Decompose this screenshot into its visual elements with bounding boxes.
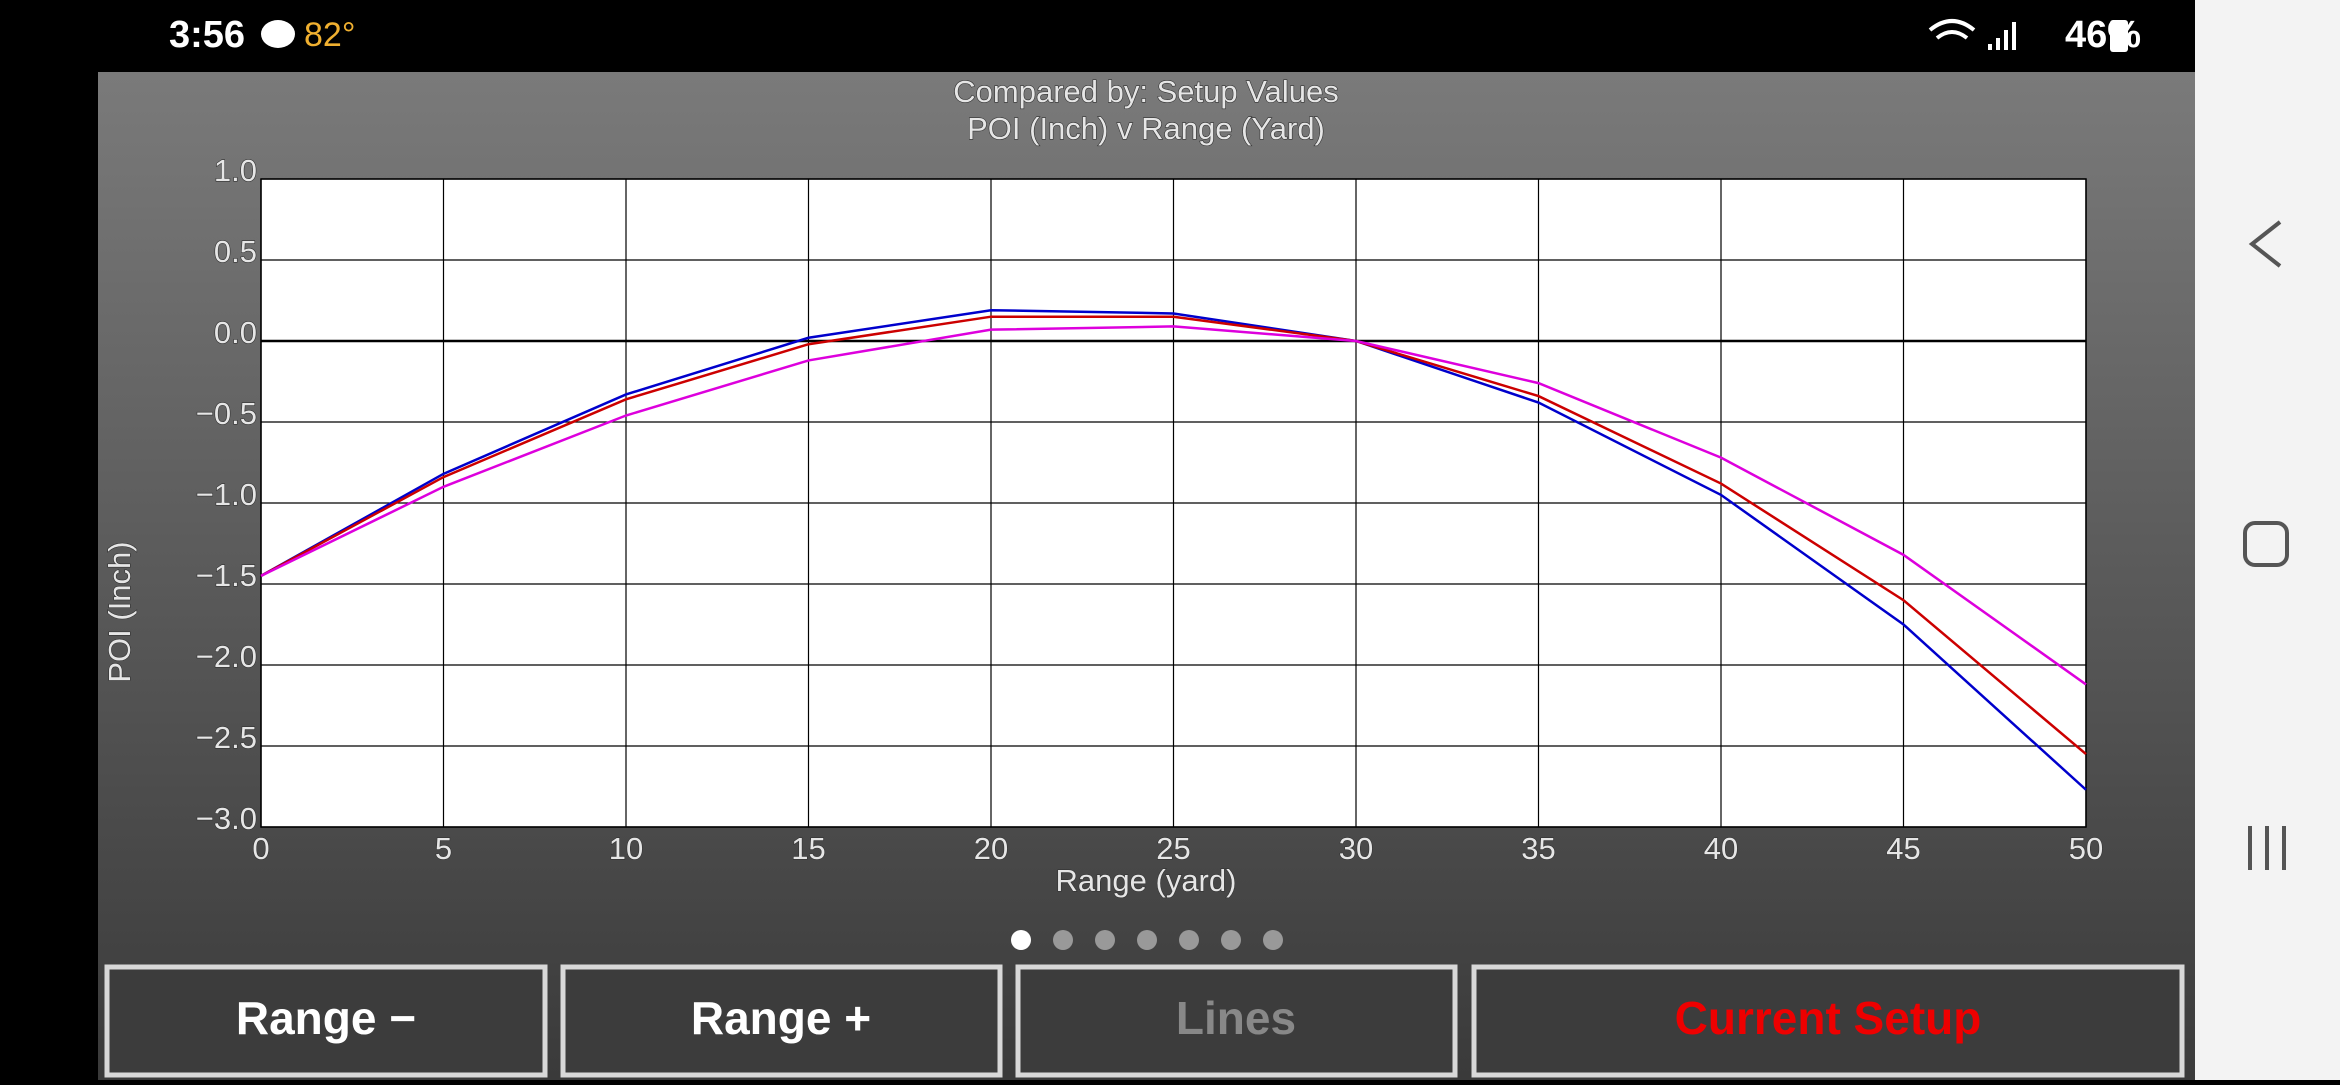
- y-tick-label: −2.5: [196, 720, 257, 755]
- message-icon: [261, 20, 295, 48]
- recents-button[interactable]: [2248, 826, 2286, 870]
- x-tick-label: 0: [252, 831, 269, 866]
- y-tick-label: −3.0: [196, 801, 257, 836]
- button-label: Range −: [236, 992, 416, 1044]
- current-setup-button[interactable]: Current Setup: [1471, 964, 2185, 1078]
- button-label: Lines: [1176, 992, 1296, 1044]
- x-tick-label: 10: [609, 831, 643, 866]
- range-minus-button[interactable]: Range −: [104, 964, 548, 1078]
- status-battery: 46%: [2065, 14, 2141, 56]
- x-axis-label: Range (yard): [1056, 863, 1237, 898]
- chart-subtitle: POI (Inch) v Range (Yard): [967, 111, 1325, 146]
- x-tick-label: 50: [2069, 831, 2103, 866]
- signal-icon: [1988, 22, 2016, 50]
- y-axis-label: POI (Inch): [102, 541, 137, 682]
- y-tick-label: −1.5: [196, 558, 257, 593]
- y-tick-label: −2.0: [196, 639, 257, 674]
- page-indicator: [1011, 930, 1283, 950]
- y-tick-label: 0.0: [214, 315, 257, 350]
- chart-title: Compared by: Setup Values: [953, 74, 1338, 109]
- y-tick-label: 0.5: [214, 234, 257, 269]
- status-time: 3:56: [169, 14, 245, 56]
- x-tick-label: 40: [1704, 831, 1738, 866]
- x-tick-label: 30: [1339, 831, 1373, 866]
- back-button[interactable]: [2248, 220, 2282, 268]
- range-plus-button[interactable]: Range +: [560, 964, 1003, 1078]
- series-line: [260, 325, 2087, 686]
- button-label: Current Setup: [1675, 992, 1982, 1044]
- battery-icon: [2110, 20, 2128, 52]
- wifi-icon: [1928, 19, 1976, 40]
- y-tick-label: −1.0: [196, 477, 257, 512]
- home-button[interactable]: [2243, 521, 2289, 567]
- series-line: [260, 308, 2087, 791]
- button-label: Range +: [691, 992, 871, 1044]
- y-tick-label: 1.0: [214, 153, 257, 188]
- x-tick-label: 15: [791, 831, 825, 866]
- status-temperature: 82°: [304, 16, 355, 54]
- lines-button[interactable]: Lines: [1015, 964, 1458, 1078]
- plot-border: [260, 178, 2087, 828]
- x-tick-label: 20: [974, 831, 1008, 866]
- x-tick-label: 25: [1156, 831, 1190, 866]
- x-tick-label: 35: [1521, 831, 1555, 866]
- x-tick-label: 45: [1886, 831, 1920, 866]
- x-tick-label: 5: [435, 831, 452, 866]
- nav-bar: [2195, 0, 2340, 1080]
- y-tick-label: −0.5: [196, 396, 257, 431]
- series-line: [260, 315, 2087, 756]
